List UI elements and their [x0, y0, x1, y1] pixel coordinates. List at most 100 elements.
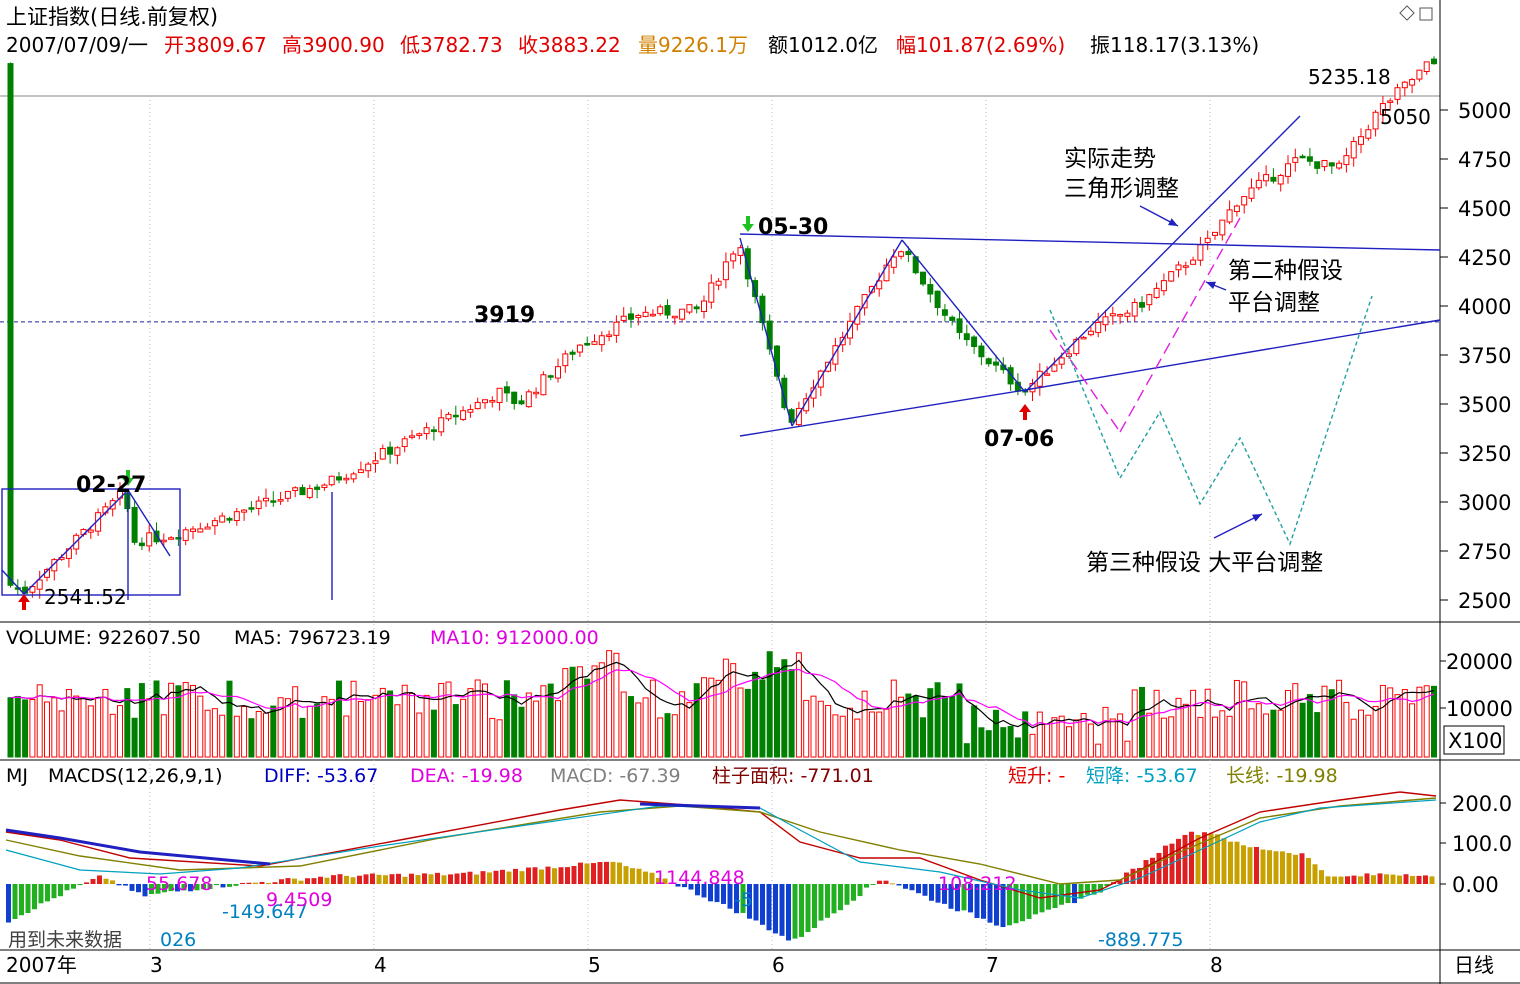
macd-bar: [1273, 851, 1279, 884]
macd-bar: [526, 867, 531, 884]
macd-bar: [825, 884, 830, 918]
period-label[interactable]: 日线: [1454, 953, 1494, 977]
macd-bar: [272, 882, 278, 884]
volume-bar: [22, 699, 29, 758]
macd-bar: [1130, 868, 1136, 884]
candle-body: [1087, 330, 1094, 336]
candle-body: [649, 313, 656, 317]
volume-bar: [540, 685, 547, 758]
macd-label-5: -5: [734, 889, 753, 911]
macd-bar: [383, 875, 388, 884]
volume-bar: [233, 715, 240, 758]
macd-bar: [727, 884, 733, 909]
macd-label-149: -149.647: [222, 901, 307, 923]
candle-body: [1416, 69, 1423, 80]
macd-tick-label: 0.00: [1452, 873, 1499, 897]
macd-bar: [435, 872, 440, 884]
volume-bar: [657, 717, 664, 758]
volume-bar: [241, 705, 248, 758]
macd-trend-line: [639, 802, 761, 810]
candle-body: [1263, 174, 1270, 182]
volume-bar: [766, 651, 773, 758]
volume-bar: [1321, 685, 1328, 758]
macd-bar: [545, 866, 551, 884]
hypothesis2-line: [1119, 217, 1241, 433]
volume-bar: [1350, 718, 1357, 758]
macd-bar: [1325, 876, 1331, 884]
volume-bar: [1168, 716, 1175, 758]
candle-body: [1255, 179, 1262, 189]
candle-body: [1058, 357, 1065, 365]
candle-body: [1051, 364, 1058, 372]
volume-bar: [1175, 697, 1182, 758]
macd-bar: [71, 884, 76, 889]
volume-bar: [1022, 711, 1029, 758]
restore-icon[interactable]: [1419, 7, 1433, 21]
candle-body: [708, 282, 715, 303]
candle-body: [1401, 81, 1408, 89]
candle-body: [1233, 205, 1240, 213]
macd-bar: [597, 862, 603, 884]
volume-bar: [423, 694, 430, 758]
macd-bar: [1091, 884, 1097, 895]
note-hyp2-2: 平台调整: [1228, 290, 1320, 316]
note-hyp3: 第三种假设 大平台调整: [1086, 550, 1323, 576]
quote-low: 低3782.73: [400, 33, 503, 57]
volume-bar: [131, 717, 138, 758]
macd-bar: [409, 873, 414, 884]
macd-bar: [636, 868, 642, 884]
candle-body: [1299, 155, 1306, 159]
candle-body: [241, 509, 248, 513]
volume-bar: [1241, 681, 1248, 758]
note-actual-1: 实际走势: [1064, 146, 1156, 172]
volume-bar: [1139, 686, 1145, 758]
macd-bar: [389, 874, 395, 884]
macd-bar: [1390, 874, 1396, 884]
volume-bar: [1095, 743, 1102, 758]
volume-bar: [1146, 712, 1153, 758]
window-controls[interactable]: [1399, 5, 1433, 21]
macd-bar: [831, 884, 837, 914]
macd-bar: [877, 880, 882, 884]
macd-bar: [1176, 838, 1181, 884]
volume-bar: [1197, 716, 1204, 758]
volume-bar: [533, 700, 540, 758]
macd-cyan-line: [5, 799, 1437, 899]
macd-bar: [454, 873, 460, 884]
macd-bar: [1065, 884, 1071, 904]
candle-body: [474, 401, 481, 410]
candle-body: [598, 335, 605, 346]
candle-body: [657, 306, 664, 315]
price-tick-label: 3750: [1458, 344, 1511, 368]
macd-bar: [890, 883, 895, 885]
macd-bar: [318, 876, 323, 884]
macd-area: 柱子面积: -771.01: [712, 765, 874, 787]
candle-body: [1314, 161, 1321, 169]
volume-bar: [328, 698, 335, 758]
macd-bar: [747, 884, 752, 919]
candle-body: [255, 500, 262, 510]
candle-body: [1321, 160, 1328, 168]
macd-bar: [786, 884, 791, 941]
volume-bar: [839, 715, 846, 758]
macd-bar: [942, 884, 947, 904]
volume-bar: [1328, 689, 1335, 758]
macd-bar: [103, 878, 109, 884]
macd-bar: [760, 884, 765, 925]
candle-body: [1387, 100, 1394, 103]
macd-bar: [58, 884, 63, 897]
macd-bar: [344, 875, 349, 884]
macd-bar: [721, 884, 726, 904]
volume-bar: [620, 691, 627, 758]
candle-body: [284, 490, 291, 499]
macd-bar: [233, 884, 239, 886]
price-tick-label: 3250: [1458, 442, 1511, 466]
macd-bar: [623, 866, 629, 884]
candle-body: [591, 341, 598, 345]
macd-bar: [1280, 851, 1285, 884]
volume-bar: [1124, 740, 1131, 758]
volume-bar: [555, 700, 561, 758]
diamond-icon[interactable]: [1399, 5, 1415, 21]
candle-body: [321, 484, 328, 488]
